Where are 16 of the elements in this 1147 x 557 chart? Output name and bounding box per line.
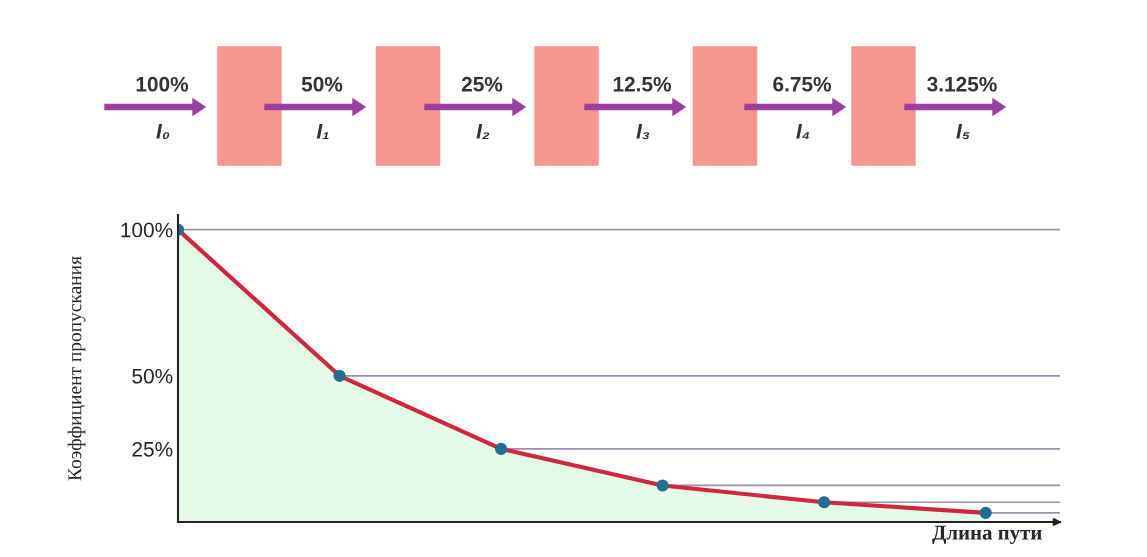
text: I₂	[476, 124, 490, 140]
text: I₀	[156, 124, 170, 140]
text: I₅	[956, 124, 970, 140]
text: I₄	[796, 124, 810, 140]
y-tick-label: 100%	[121, 222, 173, 238]
y-tick-label: 50%	[132, 368, 173, 384]
text: 6.75%	[773, 76, 831, 92]
text: 50%	[301, 76, 343, 92]
y-axis-title: Коэффициент пропускания	[67, 256, 86, 481]
x-axis-title: Длина пути	[932, 525, 1042, 544]
text: I₁	[316, 124, 329, 140]
text: 25%	[461, 76, 503, 92]
text: 3.125%	[927, 76, 997, 92]
text: 12.5%	[613, 76, 671, 92]
text: I₃	[636, 124, 650, 140]
y-tick-label: 25%	[132, 441, 173, 457]
